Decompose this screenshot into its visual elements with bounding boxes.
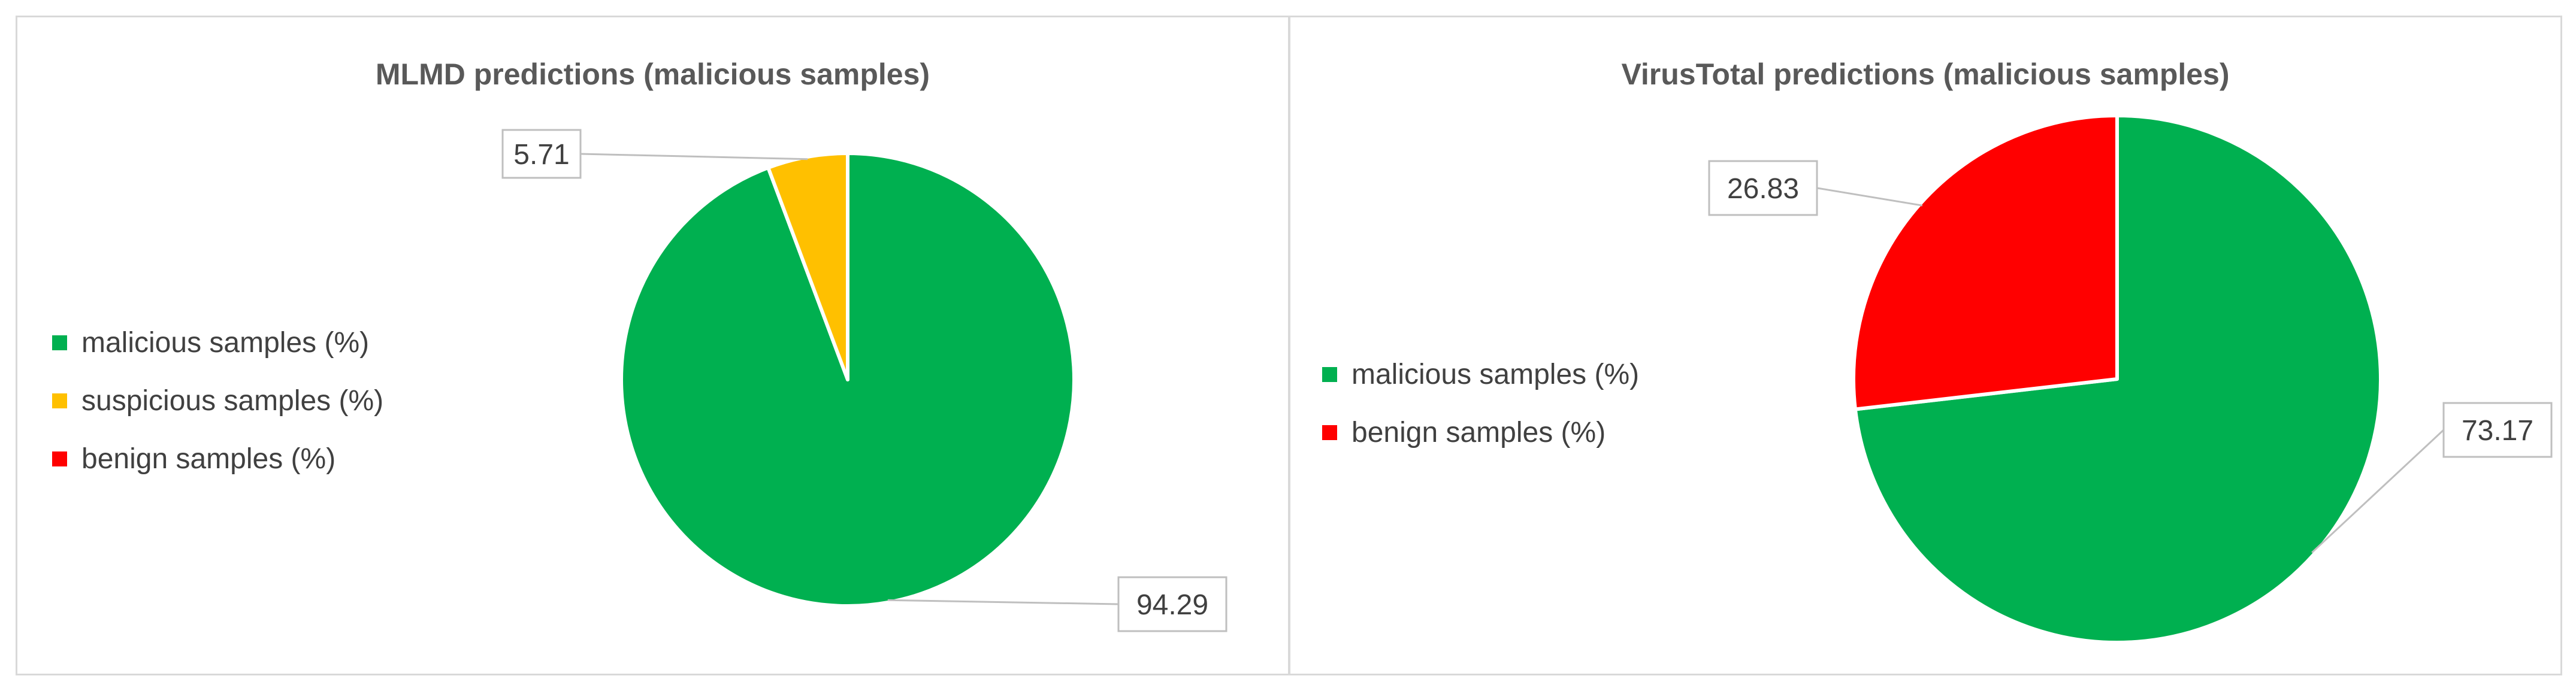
data-label-box	[2442, 402, 2553, 458]
pie-chart-mlmd: 94.29 5.71	[501, 129, 1227, 632]
legend-label: benign samples (%)	[1352, 417, 1606, 448]
chart-title: VirusTotal predictions (malicious sample…	[1621, 57, 2230, 91]
legend-item-benign: benign samples (%)	[1322, 404, 1639, 462]
leader-line	[1816, 187, 1923, 207]
chart-legend: malicious samples (%) benign samples (%)	[1322, 346, 1639, 462]
leader-line	[580, 153, 808, 160]
legend-label: suspicious samples (%)	[81, 385, 384, 417]
data-label: 94.29	[1136, 589, 1208, 621]
chart-legend: malicious samples (%) suspicious samples…	[52, 314, 383, 488]
legend-item-malicious: malicious samples (%)	[52, 314, 383, 372]
legend-label: malicious samples (%)	[81, 327, 370, 359]
chart-title: MLMD predictions (malicious samples)	[375, 57, 930, 91]
data-label: 5.71	[513, 139, 569, 171]
chart-panel-mlmd: MLMD predictions (malicious samples) mal…	[16, 16, 1290, 675]
slice-suspicious	[766, 151, 849, 381]
data-label-box	[501, 129, 582, 179]
legend-swatch-benign	[1322, 425, 1337, 440]
slice-benign	[1852, 114, 2119, 411]
legend-item-malicious: malicious samples (%)	[1322, 346, 1639, 404]
legend-swatch-malicious	[52, 335, 67, 350]
data-label: 73.17	[2462, 415, 2533, 447]
legend-swatch-malicious	[1322, 367, 1337, 382]
legend-label: benign samples (%)	[81, 443, 336, 475]
pie-chart-virustotal: 73.17 26.83	[1708, 114, 2553, 644]
leader-line	[2311, 429, 2445, 553]
legend-swatch-suspicious	[52, 393, 67, 408]
legend-item-benign: benign samples (%)	[52, 430, 383, 488]
legend-label: malicious samples (%)	[1352, 359, 1640, 390]
data-label-box	[1117, 576, 1227, 632]
leader-line	[887, 599, 1119, 605]
data-label: 26.83	[1727, 173, 1799, 205]
legend-swatch-benign	[52, 451, 67, 466]
chart-panel-virustotal: VirusTotal predictions (malicious sample…	[1289, 16, 2562, 675]
data-label-box	[1708, 160, 1818, 216]
legend-item-suspicious: suspicious samples (%)	[52, 372, 383, 430]
